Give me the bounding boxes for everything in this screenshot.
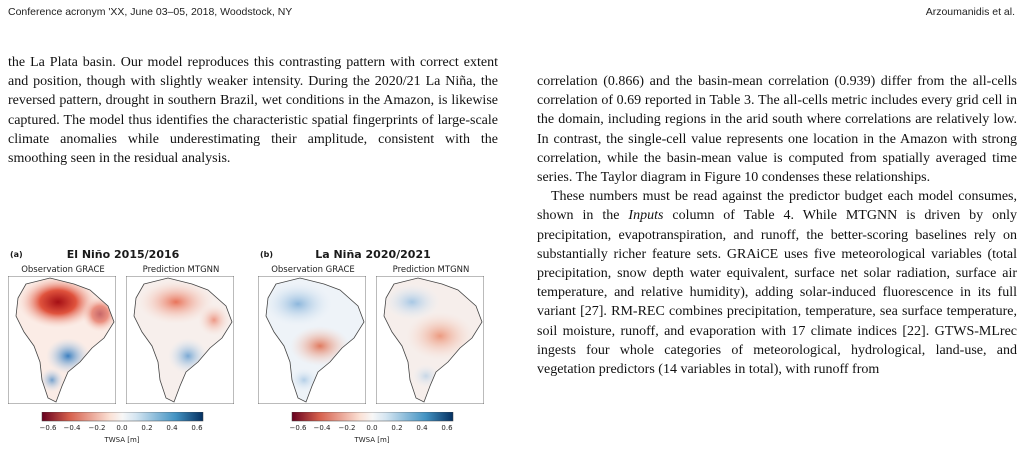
right-paragraph-1: correlation (0.866) and the basin-mean c… — [537, 74, 1017, 186]
colorbar-label: TWSA [m] — [353, 436, 389, 444]
map-la-nina-observation — [258, 276, 366, 404]
map-la-nina-prediction — [376, 276, 484, 404]
map-el-nino-prediction — [126, 276, 234, 404]
p2-text-a: These numbers must be read against the p… — [537, 189, 1017, 224]
cbar-tick: −0.2 — [339, 424, 356, 432]
panel-a-title: El Niño 2015/2016 — [66, 248, 180, 261]
cbar-tick: 0.6 — [191, 424, 203, 432]
figure-tws-anomalies: (a) El Niño 2015/2016 Observation GRACE … — [8, 248, 488, 452]
cbar-tick: 0.6 — [441, 424, 453, 432]
left-column: the La Plata basin. Our model reproduces… — [8, 53, 498, 168]
cbar-tick: 0.2 — [141, 424, 152, 432]
cbar-tick: −0.6 — [40, 424, 57, 432]
cbar-tick: −0.6 — [290, 424, 307, 432]
cbar-tick: −0.4 — [314, 424, 332, 432]
panel-b-title: La Niña 2020/2021 — [315, 248, 431, 261]
cbar-tick: 0.2 — [391, 424, 402, 432]
panel-b-label: (b) — [260, 250, 274, 259]
running-head-right: Arzoumanidis et al. — [925, 6, 1015, 18]
panel-a-label: (a) — [10, 250, 23, 259]
panel-a-observation-title: Observation GRACE — [21, 265, 105, 275]
colorbar-label: TWSA [m] — [103, 436, 139, 444]
colorbar-ticks: −0.6 −0.4 −0.2 0.0 0.2 0.4 0.6 — [290, 424, 453, 432]
p2-inputs-italic: Inputs — [628, 208, 664, 224]
panel-el-nino: (a) El Niño 2015/2016 Observation GRACE … — [8, 248, 238, 452]
panel-b-observation-title: Observation GRACE — [271, 265, 355, 275]
panel-a-prediction-title: Prediction MTGNN — [142, 265, 220, 275]
colorbar-el-nino: −0.6 −0.4 −0.2 0.0 0.2 0.4 0.6 TWSA [m] — [40, 412, 204, 444]
cbar-tick: 0.0 — [366, 424, 377, 432]
right-paragraph-2: These numbers must be read against the p… — [537, 187, 1017, 379]
p2-text-b: column of Table 4. While MTGNN is driven… — [537, 208, 1017, 378]
cbar-tick: 0.0 — [116, 424, 127, 432]
cbar-tick: −0.2 — [89, 424, 106, 432]
running-head-left: Conference acronym 'XX, June 03–05, 2018… — [8, 6, 293, 18]
panel-la-nina: (b) La Niña 2020/2021 Observation GRACE … — [258, 248, 488, 452]
cbar-tick: 0.4 — [166, 424, 178, 432]
panel-b-prediction-title: Prediction MTGNN — [392, 265, 470, 275]
colorbar-la-nina: −0.6 −0.4 −0.2 0.0 0.2 0.4 0.6 TWSA [m] — [290, 412, 454, 444]
cbar-tick: 0.4 — [416, 424, 428, 432]
right-column: correlation (0.866) and the basin-mean c… — [537, 53, 1017, 379]
left-paragraph: the La Plata basin. Our model reproduces… — [8, 55, 498, 167]
map-el-nino-observation — [8, 276, 116, 404]
colorbar-ticks: −0.6 −0.4 −0.2 0.0 0.2 0.4 0.6 — [40, 424, 203, 432]
cbar-tick: −0.4 — [64, 424, 82, 432]
